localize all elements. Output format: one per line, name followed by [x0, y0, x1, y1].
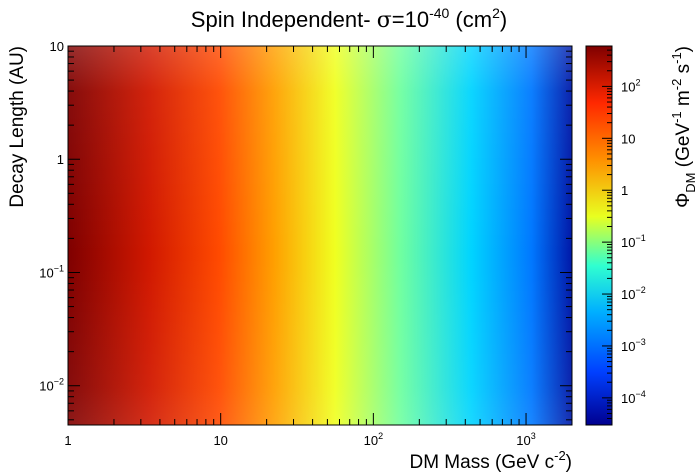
colorbar-tick-label: 10−4	[621, 389, 646, 406]
heatmap-area	[68, 46, 572, 425]
y-tick-label: 10	[50, 39, 64, 54]
z-label-phi: Φ	[673, 193, 694, 208]
y-axis: 10−2 10−1 1 10	[39, 39, 572, 421]
z-label-m: m	[673, 90, 694, 111]
x-label-close: )	[566, 452, 572, 473]
x-axis: 1 10 102 103	[64, 46, 573, 448]
colorbar-axis: 102 10 1 10−1 10−2 10−3 10−4	[602, 45, 646, 426]
title-prefix: Spin Independent-	[191, 7, 377, 32]
title-sigma: σ	[377, 8, 392, 33]
z-label-s: s	[673, 64, 694, 79]
x-label-base: DM Mass (GeV c	[409, 452, 554, 473]
z-label-open: (GeV	[673, 123, 694, 173]
title-units-open: (cm	[449, 7, 492, 32]
y-tick-label: 10−1	[39, 263, 64, 280]
x-tick-label: 103	[516, 431, 535, 448]
colorbar-tick-label: 102	[621, 77, 640, 94]
x-axis-label: DM Mass (GeV c-2)	[409, 448, 572, 473]
z-label-sub: DM	[683, 173, 698, 193]
x-tick-label: 1	[64, 433, 71, 448]
title-eq: =10	[392, 7, 429, 32]
colorbar-tick-label: 1	[621, 183, 628, 198]
y-axis-label: Decay Length (AU)	[7, 46, 28, 208]
title-units-exp: 2	[492, 5, 500, 21]
plot-frame	[67, 45, 573, 426]
title-units-close: )	[500, 7, 507, 32]
x-label-exp: -2	[554, 448, 566, 463]
z-label-exp2: -2	[669, 79, 684, 91]
colorbar-tick-label: 10−1	[621, 233, 646, 250]
colorbar-tick-label: 10−3	[621, 337, 646, 354]
colorbar-tick-label: 10	[621, 131, 635, 146]
colorbar-label: ΦDM (GeV-1 m-2 s-1)	[669, 46, 698, 208]
y-tick-label: 1	[57, 152, 64, 167]
colorbar	[585, 45, 613, 426]
chart-title: Spin Independent- σ=10-40 (cm2)	[191, 5, 507, 33]
z-label-exp1: -1	[669, 111, 684, 123]
z-label-exp3: -1	[669, 52, 684, 64]
x-tick-label: 102	[364, 431, 383, 448]
colorbar-tick-label: 10−2	[621, 285, 646, 302]
z-label-close: )	[673, 46, 694, 52]
title-exp: -40	[429, 5, 449, 21]
y-tick-label: 10−2	[39, 377, 64, 394]
x-tick-label: 10	[213, 433, 227, 448]
